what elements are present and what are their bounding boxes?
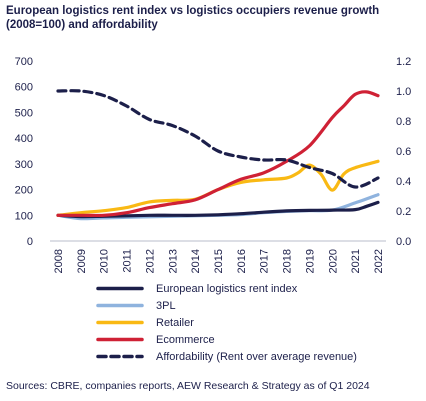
legend-label: Affordability (Rent over average revenue…: [156, 350, 357, 363]
x-tick-label: 2016: [236, 249, 248, 273]
x-tick-label: 2012: [144, 249, 156, 273]
chart-title: European logistics rent index vs logisti…: [6, 5, 380, 31]
legend-item: Ecommerce: [96, 331, 416, 348]
legend-label: Retailer: [156, 316, 194, 329]
y-right-tick-label: 0.0: [396, 236, 411, 248]
y-left-tick-label: 0: [27, 236, 33, 248]
y-left-tick-label: 100: [15, 210, 33, 222]
x-tick-label: 2014: [190, 249, 202, 273]
legend-swatch: [96, 354, 144, 359]
legend-swatch: [96, 303, 144, 308]
chart-legend: European logistics rent index 3PL Retailer…: [96, 280, 416, 365]
y-left-tick-label: 300: [15, 159, 33, 171]
x-tick-label: 2011: [122, 249, 134, 273]
x-tick-label: 2009: [76, 249, 88, 273]
y-right-tick-label: 0.2: [396, 206, 411, 218]
y-right-tick-label: 0.8: [396, 116, 411, 128]
x-tick-label: 2021: [350, 249, 362, 273]
x-tick-label: 2010: [99, 249, 111, 273]
x-tick-label: 2018: [282, 249, 294, 273]
x-tick-label: 2015: [213, 249, 225, 273]
legend-swatch: [96, 320, 144, 325]
y-right-tick-label: 0.4: [396, 176, 411, 188]
y-left-tick-label: 700: [15, 56, 33, 68]
x-tick-label: 2008: [53, 249, 65, 273]
legend-swatch: [96, 286, 144, 291]
legend-item: 3PL: [96, 297, 416, 314]
legend-label: Ecommerce: [156, 333, 215, 346]
y-right-tick-label: 0.6: [396, 146, 411, 158]
x-tick-label: 2017: [259, 249, 271, 273]
legend-item: Affordability (Rent over average revenue…: [96, 348, 416, 365]
x-tick-label: 2022: [373, 249, 385, 273]
legend-item: European logistics rent index: [96, 280, 416, 297]
y-left-tick-label: 500: [15, 107, 33, 119]
legend-label: 3PL: [156, 299, 176, 312]
y-left-tick-label: 400: [15, 133, 33, 145]
y-left-tick-label: 600: [15, 82, 33, 94]
x-tick-label: 2019: [304, 249, 316, 273]
series-line: [56, 89, 380, 189]
y-right-tick-label: 1.2: [396, 56, 411, 68]
line-chart: 0 100 200 300 400 500 600 700 0.0 0.2 0.4 0.6 0.8 1.0…: [15, 56, 412, 273]
legend-item: Retailer: [96, 314, 416, 331]
series-line: [56, 159, 380, 217]
x-tick-label: 2013: [167, 249, 179, 273]
legend-label: European logistics rent index: [156, 282, 298, 295]
y-right-tick-label: 1.0: [396, 86, 411, 98]
y-left-tick-label: 200: [15, 185, 33, 197]
legend-swatch: [96, 337, 144, 342]
series-line: [56, 200, 380, 219]
series-line: [56, 90, 380, 218]
x-tick-label: 2020: [327, 249, 339, 273]
source-note: Sources: CBRE, companies reports, AEW Re…: [6, 380, 370, 392]
